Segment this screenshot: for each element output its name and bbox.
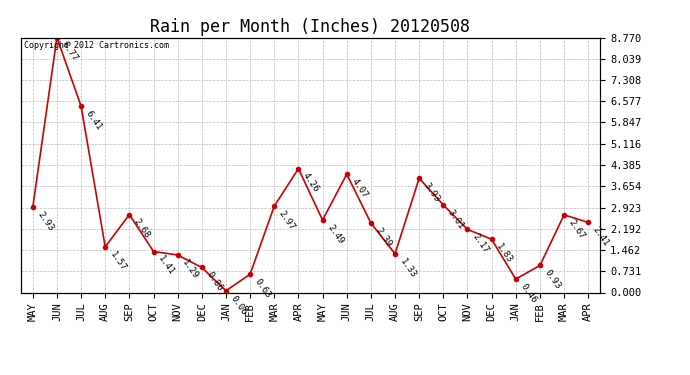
Text: 2.67: 2.67 <box>567 217 586 240</box>
Text: 3.93: 3.93 <box>422 181 442 204</box>
Text: 4.07: 4.07 <box>350 177 369 200</box>
Text: 6.41: 6.41 <box>84 109 103 132</box>
Text: 2.68: 2.68 <box>132 217 152 240</box>
Text: 2.41: 2.41 <box>591 225 611 248</box>
Text: 0.06: 0.06 <box>229 294 248 316</box>
Text: 8.77: 8.77 <box>60 40 79 63</box>
Text: 1.29: 1.29 <box>181 258 200 280</box>
Text: 0.86: 0.86 <box>205 270 224 293</box>
Text: 2.49: 2.49 <box>326 223 345 246</box>
Text: 2.97: 2.97 <box>277 209 297 232</box>
Text: 3.01: 3.01 <box>446 208 466 231</box>
Text: 0.93: 0.93 <box>543 268 562 291</box>
Text: 0.63: 0.63 <box>253 277 273 300</box>
Text: 1.83: 1.83 <box>495 242 514 265</box>
Text: 0.46: 0.46 <box>519 282 538 304</box>
Text: 1.57: 1.57 <box>108 250 128 272</box>
Text: Copyright 2012 Cartronics.com: Copyright 2012 Cartronics.com <box>23 41 168 50</box>
Text: 2.93: 2.93 <box>36 210 55 233</box>
Text: 2.39: 2.39 <box>374 226 393 249</box>
Text: 1.41: 1.41 <box>157 254 176 277</box>
Title: Rain per Month (Inches) 20120508: Rain per Month (Inches) 20120508 <box>150 18 471 36</box>
Text: 4.26: 4.26 <box>302 171 321 194</box>
Text: 1.33: 1.33 <box>398 256 417 279</box>
Text: 2.17: 2.17 <box>471 232 490 255</box>
